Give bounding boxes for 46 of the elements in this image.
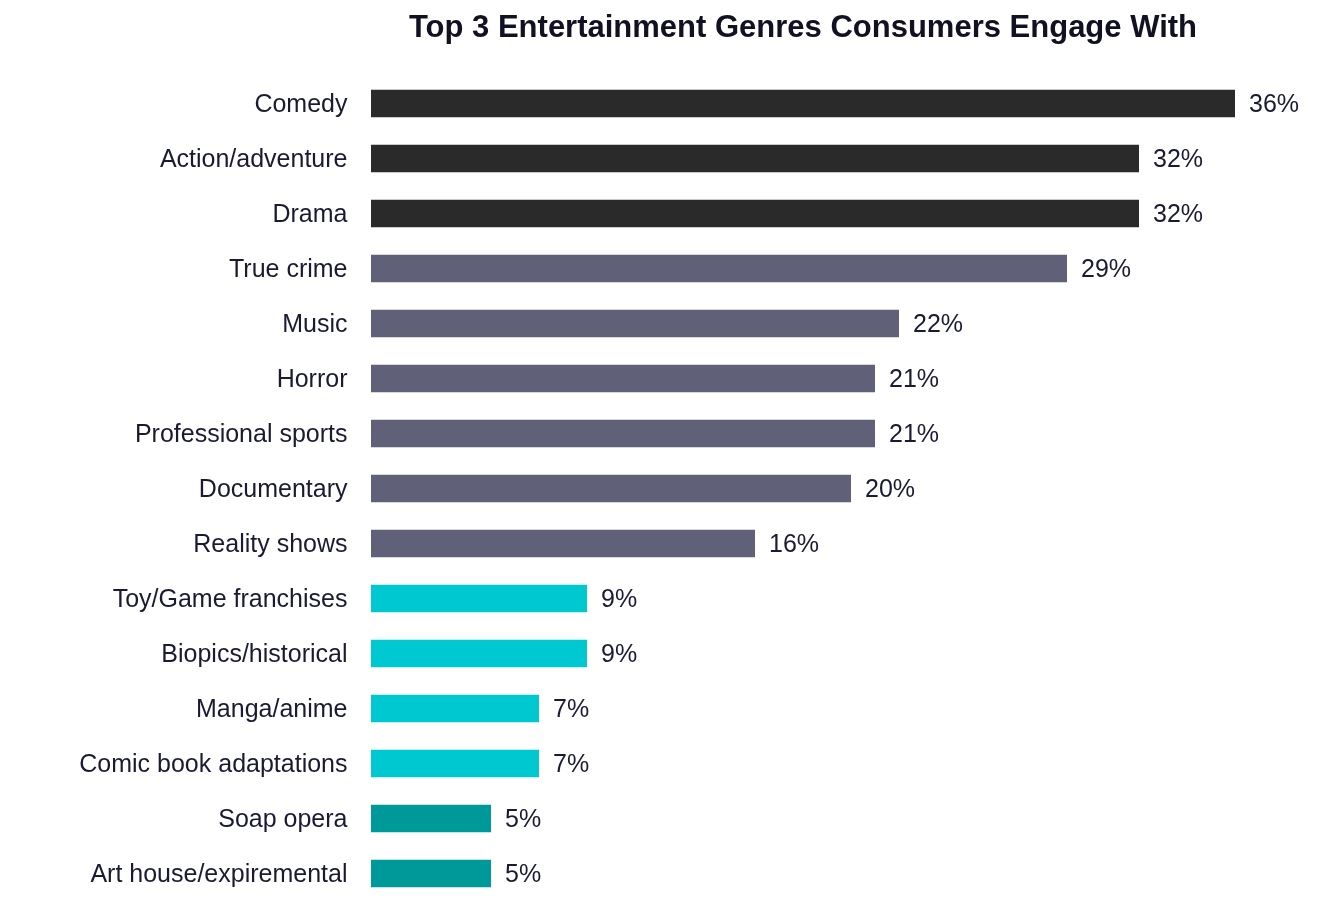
y-tick-label: Biopics/historical [161, 638, 348, 667]
bar [371, 144, 1139, 173]
y-tick-label: Soap opera [218, 803, 348, 832]
y-tick-label: Manga/anime [196, 693, 348, 722]
y-tick-label: Professional sports [134, 418, 348, 447]
y-tick-label: Comedy [254, 88, 348, 117]
bar [371, 859, 491, 888]
data-label: 36% [1249, 88, 1300, 117]
bar [371, 89, 1235, 118]
bar [371, 474, 851, 503]
data-label: 16% [769, 528, 820, 557]
bar [371, 749, 539, 778]
y-tick-label: Music [282, 308, 348, 337]
bar [371, 309, 899, 338]
data-label: 22% [913, 308, 964, 337]
data-label: 20% [865, 473, 916, 502]
y-tick-label: Reality shows [193, 528, 348, 557]
y-tick-label: Comic book adaptations [79, 748, 348, 777]
data-label: 29% [1081, 253, 1132, 282]
bar [371, 694, 539, 723]
y-tick-label: Documentary [198, 473, 348, 502]
y-tick-label: Action/adventure [159, 143, 348, 172]
bar [371, 254, 1067, 283]
bar [371, 584, 587, 613]
data-label: 21% [889, 418, 940, 447]
data-label: 9% [601, 638, 638, 667]
bar [371, 364, 875, 393]
y-tick-label: Toy/Game franchises [112, 583, 348, 612]
bar [371, 804, 491, 833]
data-label: 32% [1153, 143, 1204, 172]
data-label: 5% [505, 858, 542, 887]
y-tick-label: Drama [272, 198, 348, 227]
y-tick-label: Art house/expiremental [90, 858, 348, 887]
data-label: 32% [1153, 198, 1204, 227]
y-tick-label: True crime [228, 253, 348, 282]
data-label: 21% [889, 363, 940, 392]
bar [371, 199, 1139, 228]
data-label: 5% [505, 803, 542, 832]
bar [371, 419, 875, 448]
bar [371, 639, 587, 668]
data-label: 7% [553, 748, 590, 777]
y-tick-label: Horror [276, 363, 348, 392]
bar [371, 529, 755, 558]
chart-title: Top 3 Entertainment Genres Consumers Engage With [408, 9, 1198, 44]
data-label: 7% [553, 693, 590, 722]
data-label: 9% [601, 583, 638, 612]
